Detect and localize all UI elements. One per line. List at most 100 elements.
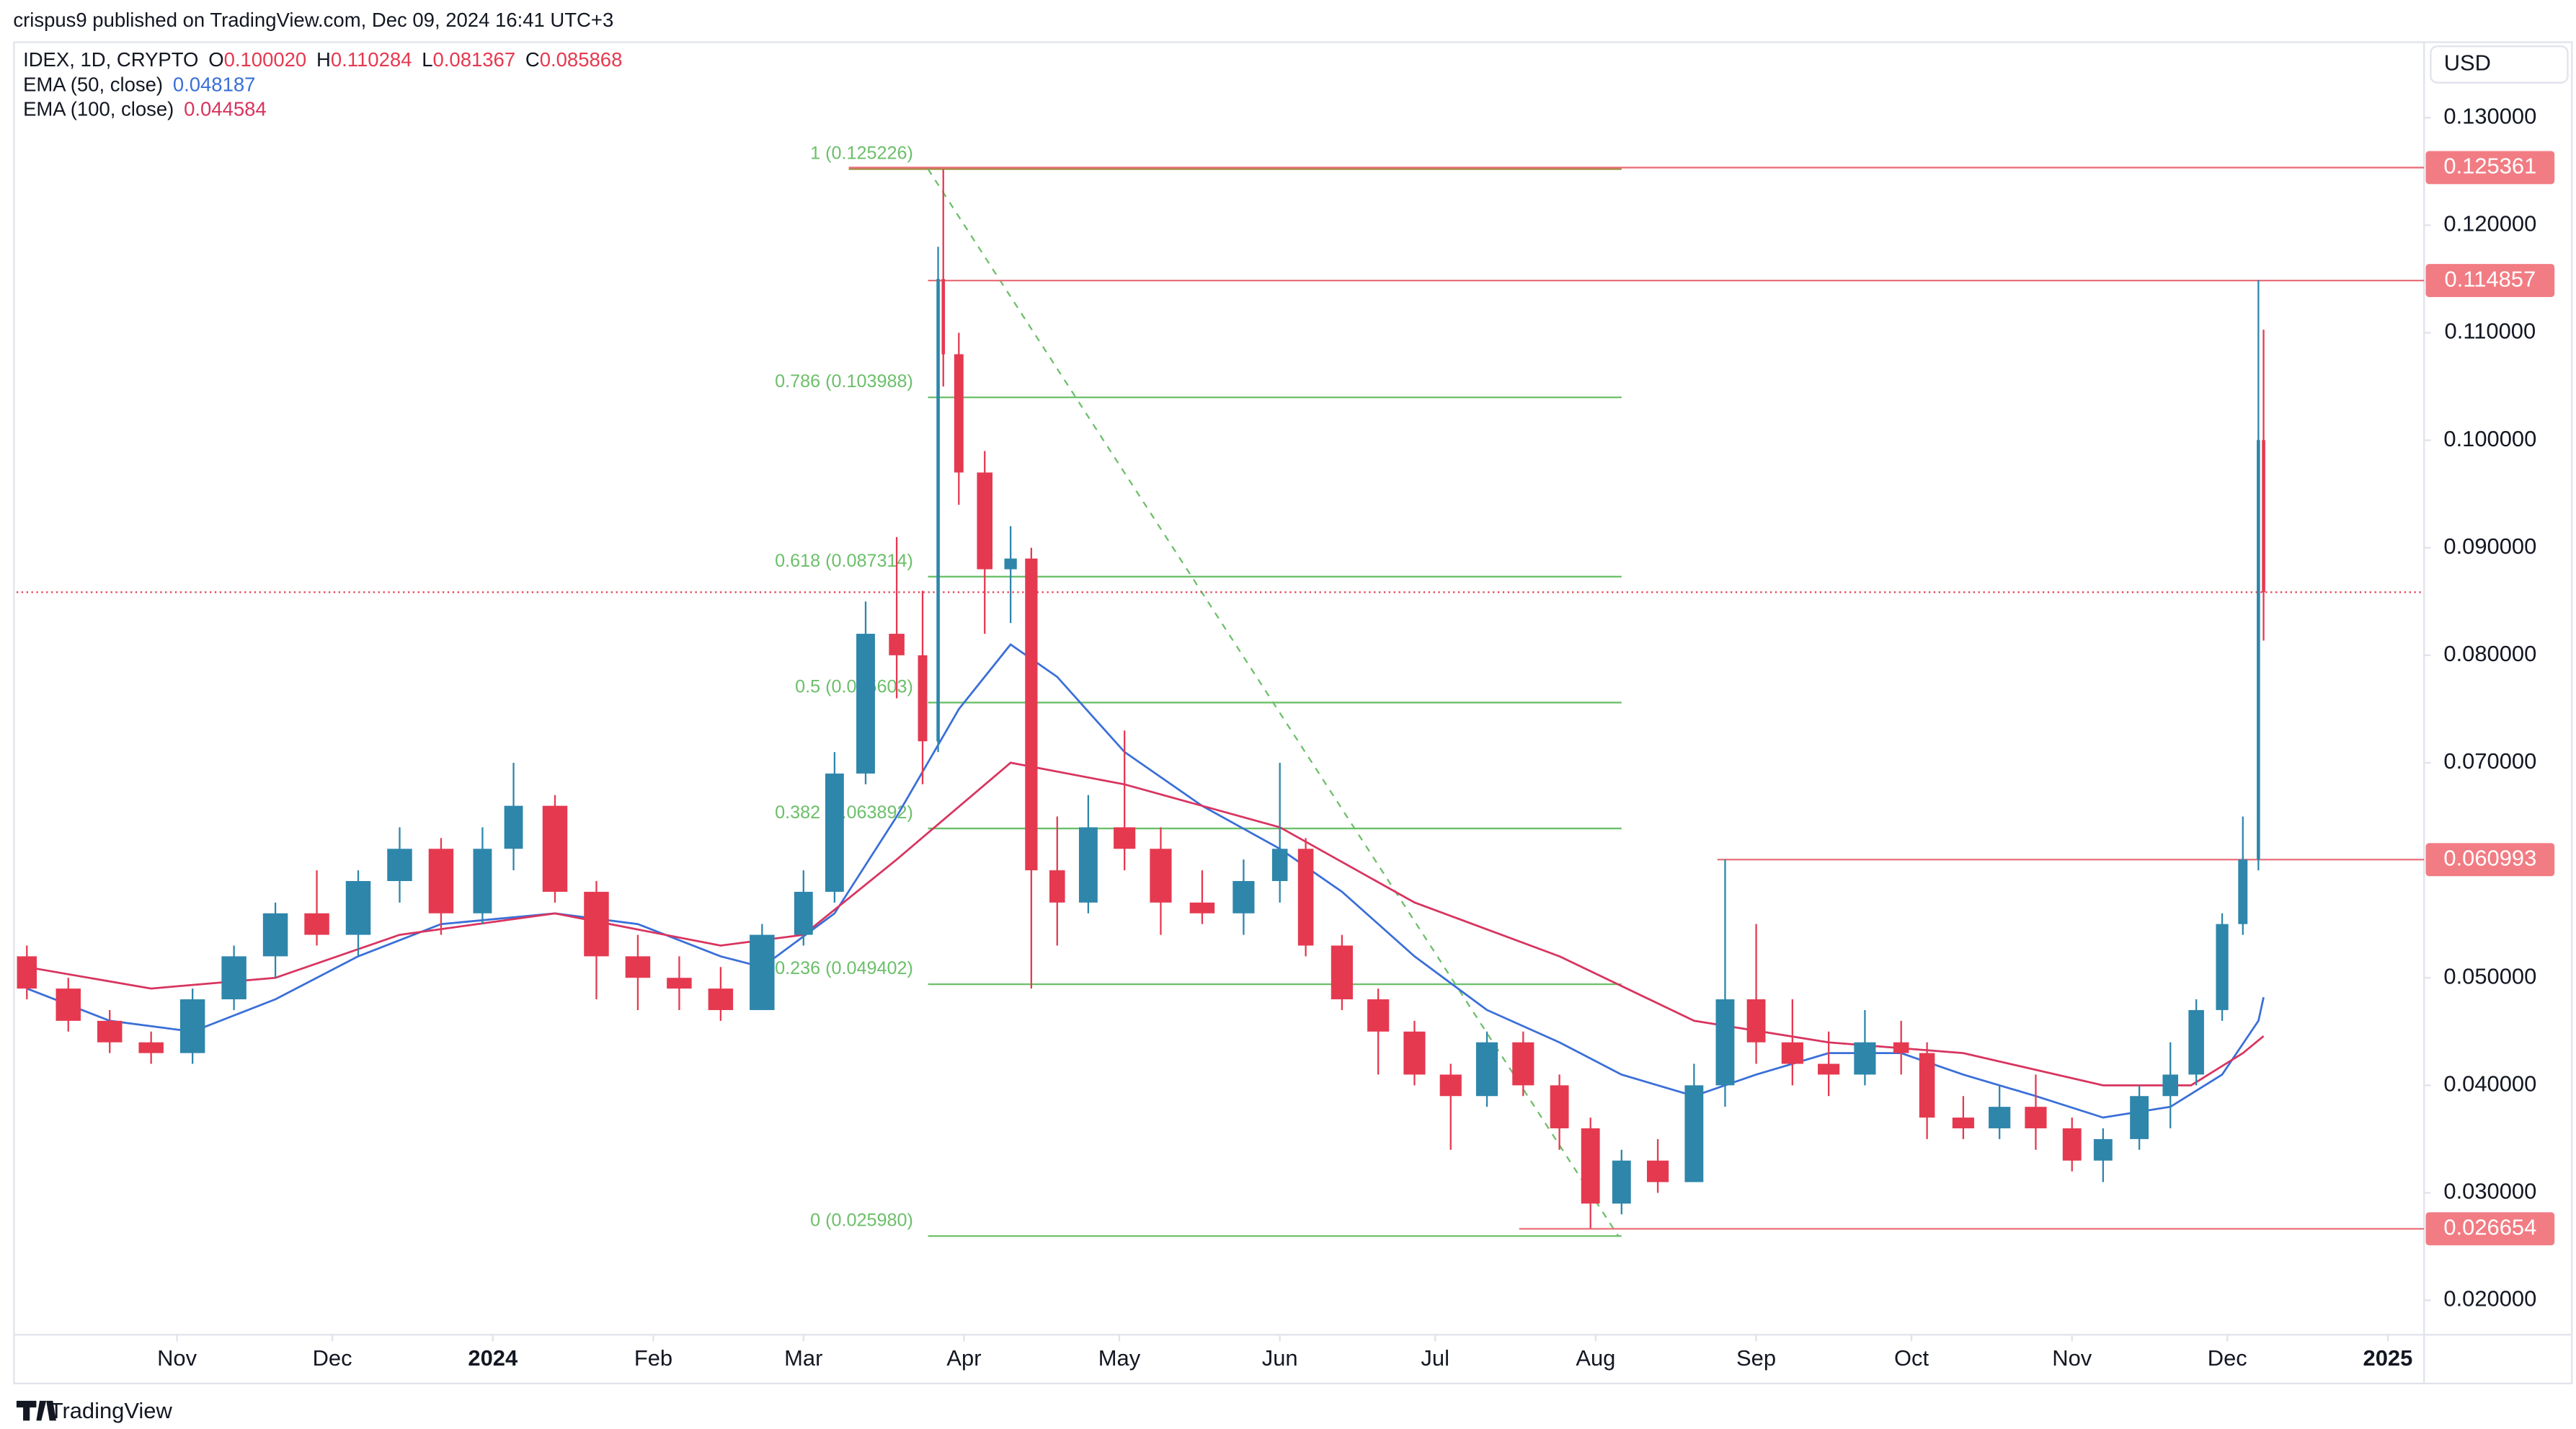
fib-trend	[927, 168, 1620, 1237]
legend-ema: EMA (100, close) 0.044584	[23, 98, 267, 120]
y-tick-label: 0.110000	[2445, 319, 2536, 344]
candle-body	[941, 278, 946, 355]
candle-body	[856, 634, 875, 774]
candle-body	[1818, 1063, 1840, 1075]
x-tick-label: Nov	[157, 1345, 197, 1371]
candle-body	[138, 1042, 164, 1053]
candle-body	[1049, 870, 1065, 903]
candle-body	[1475, 1042, 1498, 1097]
candle-body	[1078, 827, 1098, 903]
candle-body	[179, 999, 205, 1053]
candle-body	[221, 956, 247, 1000]
candle-body	[1646, 1160, 1669, 1182]
series-name: EMA (50, close)	[23, 74, 163, 96]
candle-body	[977, 472, 992, 570]
candle-body	[1684, 1085, 1704, 1182]
price-label-box	[2425, 264, 2555, 297]
candle-body	[1403, 1031, 1426, 1075]
price-label-box	[2425, 151, 2555, 185]
fib-label: 1 (0.125226)	[810, 143, 913, 164]
candle-body	[1781, 1042, 1803, 1064]
candle-body	[304, 913, 329, 935]
candle-body	[2093, 1138, 2113, 1161]
x-tick-label: Aug	[1576, 1345, 1615, 1371]
candle-body	[1952, 1118, 1974, 1128]
attribution: crispus9 published on TradingView.com, D…	[13, 9, 613, 31]
candle-body	[1989, 1107, 2011, 1128]
ohlc-value: 0.085868	[540, 48, 623, 71]
y-tick-label: 0.100000	[2443, 426, 2536, 451]
y-tick-label: 0.070000	[2443, 748, 2536, 774]
brand: TradingView	[50, 1398, 173, 1423]
fib-label: 0.5 (0.075603)	[795, 676, 913, 696]
x-tick-label: Nov	[2052, 1345, 2092, 1371]
candle-body	[954, 354, 964, 473]
candle-body	[825, 773, 844, 892]
x-tick-label: Apr	[946, 1345, 981, 1371]
fib-label: 0.382 (0.063892)	[775, 802, 913, 823]
candle-body	[936, 278, 940, 742]
candle-body	[2130, 1096, 2149, 1139]
ohlc-key: C	[525, 48, 540, 71]
candle-body	[1297, 849, 1314, 946]
ohlc-key: H	[316, 48, 331, 71]
candle-body	[1581, 1128, 1600, 1204]
x-tick-label: Dec	[313, 1345, 352, 1371]
price-label-box	[2425, 843, 2555, 877]
candle-body	[625, 956, 651, 978]
candle-body	[918, 655, 928, 742]
price-label: 0.026654	[2443, 1215, 2536, 1240]
series-value: 0.048187	[173, 74, 256, 96]
candle-body	[1331, 945, 1353, 1000]
candle-body	[2188, 1009, 2204, 1075]
candle-body	[750, 934, 775, 1010]
candle-body	[2216, 924, 2229, 1010]
candle-body	[345, 881, 371, 935]
candle-body	[2025, 1107, 2047, 1128]
series-name: EMA (100, close)	[23, 98, 174, 120]
candle-body	[2238, 859, 2248, 924]
ohlc-key: L	[422, 48, 432, 71]
x-tick-label: Sep	[1736, 1345, 1776, 1371]
price-label: 0.125361	[2443, 154, 2536, 179]
candle-body	[1893, 1042, 1909, 1053]
ohlc-key: O	[208, 48, 223, 71]
x-tick-label: 2025	[2363, 1345, 2413, 1371]
ema-line	[27, 761, 2265, 1087]
candle-body	[55, 988, 81, 1021]
candle-body	[2062, 1128, 2082, 1161]
price-label: 0.114857	[2445, 266, 2536, 291]
candle-body	[1150, 849, 1172, 903]
y-tick-label: 0.020000	[2443, 1286, 2536, 1311]
candle-body	[708, 988, 734, 1010]
chart-frame	[13, 41, 2573, 1385]
candle-body	[1715, 999, 1735, 1086]
candle-body	[1114, 827, 1136, 849]
legend-ohlc: IDEX, 1D, CRYPTO O0.100020 H0.110284 L0.081…	[23, 48, 622, 71]
candle-body	[1550, 1085, 1569, 1128]
x-tick-label: Dec	[2208, 1345, 2247, 1371]
x-tick-label: Jul	[1421, 1345, 1449, 1371]
currency[interactable]: USD	[2444, 50, 2491, 76]
price-label-box	[2425, 1212, 2555, 1246]
candle-body	[387, 849, 412, 882]
y-tick-label: 0.120000	[2443, 211, 2536, 236]
candle-body	[428, 849, 454, 913]
x-tick-label: Jun	[1262, 1345, 1298, 1371]
y-tick-label: 0.130000	[2443, 103, 2536, 128]
series-value: 0.044584	[184, 98, 267, 120]
fib-label: 0.236 (0.049402)	[775, 958, 913, 978]
candle-body	[1004, 558, 1017, 570]
candle-body	[889, 634, 905, 655]
currency-button[interactable]	[2430, 45, 2569, 84]
candle-body	[473, 849, 492, 913]
x-tick-label: 2024	[468, 1345, 518, 1371]
candle-body	[1233, 881, 1255, 913]
x-tick-label: Mar	[784, 1345, 822, 1371]
brand-logo	[16, 1400, 56, 1421]
price-label: 0.060993	[2443, 845, 2536, 870]
fib-label: 0 (0.025980)	[810, 1210, 913, 1230]
x-tick-label: May	[1098, 1345, 1141, 1371]
candle-body	[1025, 558, 1038, 871]
